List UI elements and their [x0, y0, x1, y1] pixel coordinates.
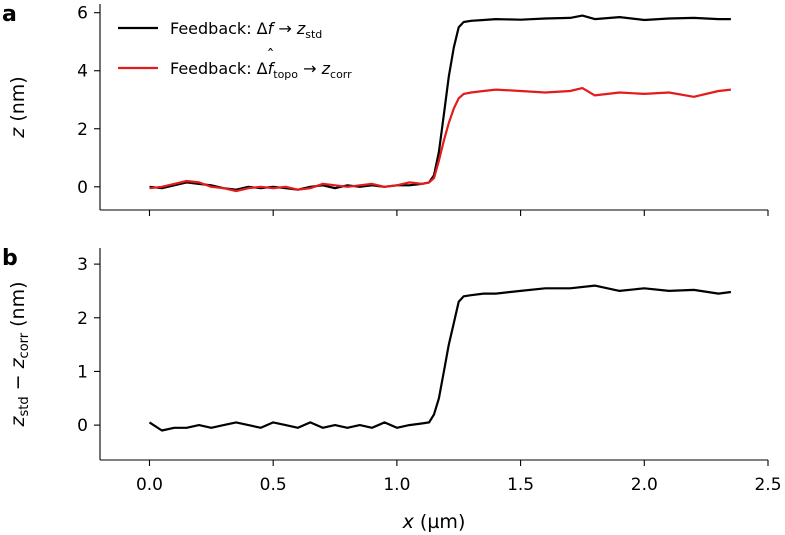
y-tick-label: 0: [77, 416, 88, 436]
y-tick-label: 0: [77, 178, 88, 198]
y-tick-label: 2: [77, 120, 88, 140]
panel-a: 0 2 4 6 a z (nm) Feedback: Δf → zstd Feedback: …: [2, 2, 769, 216]
y-axis-label: zstd − zcorr (nm): [7, 281, 32, 427]
y-tick-label: 2: [77, 309, 88, 329]
x-axis-label: x (µm): [402, 511, 466, 533]
legend-entry: Feedback: Δftopo → zcorr: [170, 59, 352, 81]
series-line-corr: [149, 87, 732, 193]
x-tick-label: 1.5: [507, 475, 534, 495]
y-tick-label: 6: [77, 4, 88, 24]
panel-b: 0 1 2 3 0.0 0.5 1.0 1.5 2.0 2.5 b zstd − zcorr (nm): [2, 246, 782, 495]
y-tick-label: 3: [77, 255, 88, 275]
y-tick-label: 1: [77, 362, 88, 382]
x-tick-label: 0.0: [136, 475, 163, 495]
series-line-std: [149, 14, 731, 191]
x-tick-label: 2.0: [631, 475, 658, 495]
x-tick-label: 1.0: [383, 475, 410, 495]
series-line-diff: [148, 284, 732, 432]
x-axis-label-text: x (µm): [402, 511, 466, 533]
x-tick-label: 2.5: [754, 475, 781, 495]
legend-hat-accent: ˆ: [266, 46, 274, 65]
legend-entry: Feedback: Δf → zstd: [170, 19, 322, 41]
panel-letter: a: [2, 2, 17, 27]
x-tick-label: 0.5: [260, 475, 287, 495]
panel-letter: b: [2, 246, 18, 271]
y-axis-label: z (nm): [7, 76, 29, 138]
y-tick-label: 4: [77, 62, 88, 82]
